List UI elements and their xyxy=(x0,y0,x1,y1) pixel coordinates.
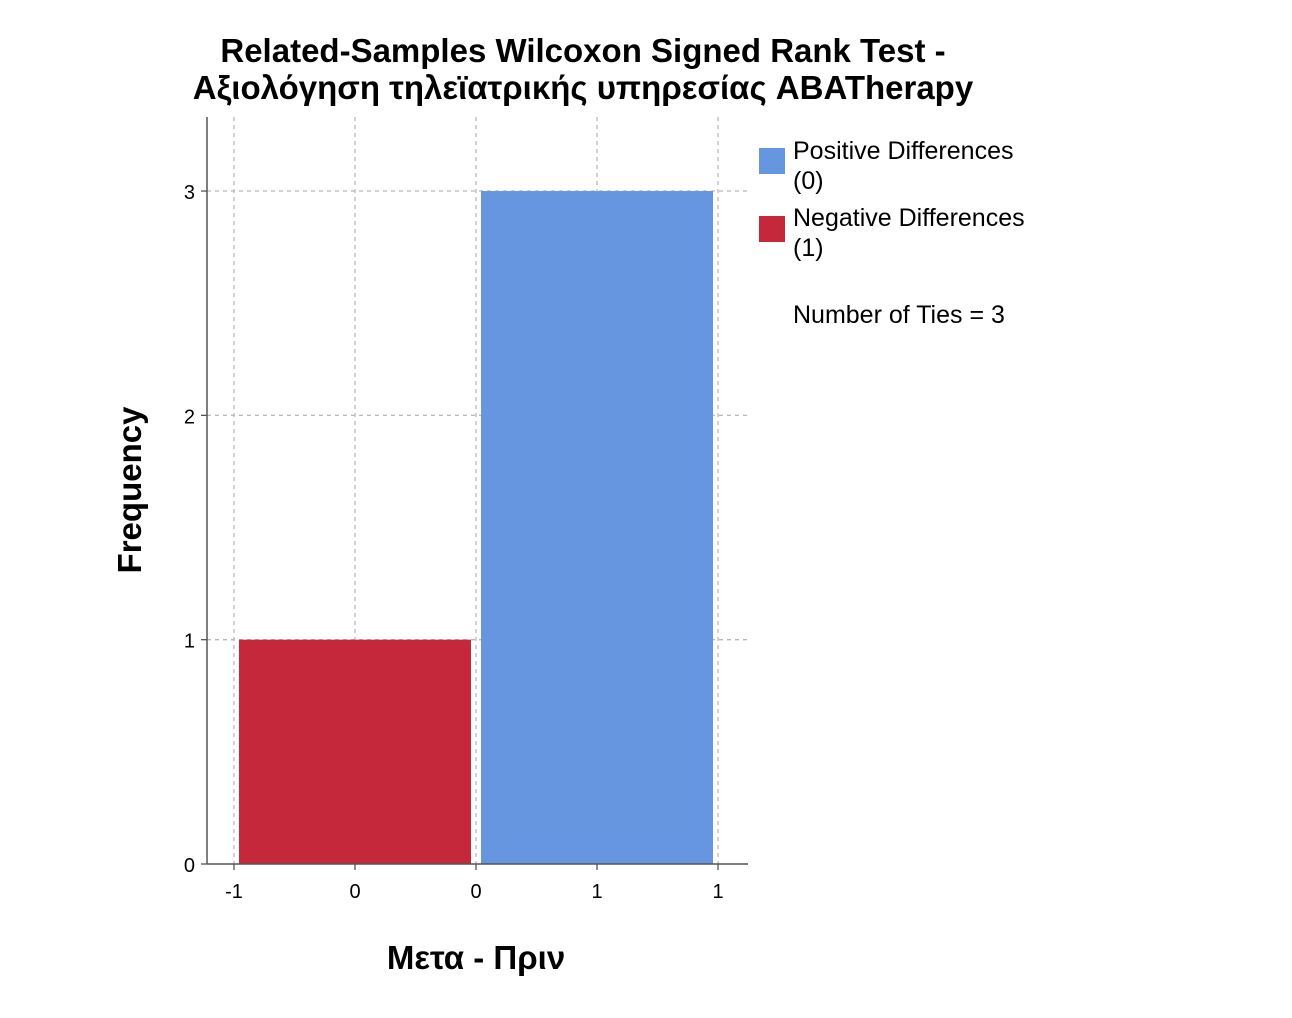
x-tick-label: 1 xyxy=(712,881,723,903)
legend-swatch-positive xyxy=(759,148,785,174)
legend-label-positive: Positive Differences xyxy=(793,137,1013,165)
chart-title-line-2: Αξιολόγηση τηλεϊατρικής υπηρεσίας ABAThe… xyxy=(193,69,974,106)
y-tick-label: 2 xyxy=(184,406,195,428)
legend-label-negative: Negative Differences xyxy=(793,204,1025,232)
y-tick-label: 3 xyxy=(184,182,195,204)
x-tick-label: 0 xyxy=(470,881,481,903)
x-axis-title: Μετα - Πριν xyxy=(387,939,565,976)
y-axis-title: Frequency xyxy=(111,406,148,574)
x-tick-label: 0 xyxy=(349,881,360,903)
legend-count-negative: (1) xyxy=(793,234,824,262)
x-tick-label: 1 xyxy=(591,881,602,903)
legend-count-positive: (0) xyxy=(793,167,824,195)
x-tick-label: -1 xyxy=(225,881,243,903)
bar-negative-differences xyxy=(239,639,471,864)
legend-swatch-negative xyxy=(759,216,785,242)
number-of-ties-note: Number of Ties = 3 xyxy=(793,301,1005,329)
legend: Positive Differences (0) Negative Differ… xyxy=(759,137,1025,329)
chart-title-line-1: Related-Samples Wilcoxon Signed Rank Tes… xyxy=(220,32,945,69)
bar-positive-differences xyxy=(481,191,713,864)
axis-ticks: -1 0 0 1 1 0 1 2 3 xyxy=(184,182,724,903)
y-tick-label: 0 xyxy=(184,855,195,877)
bars xyxy=(239,191,713,864)
y-tick-label: 1 xyxy=(184,631,195,653)
